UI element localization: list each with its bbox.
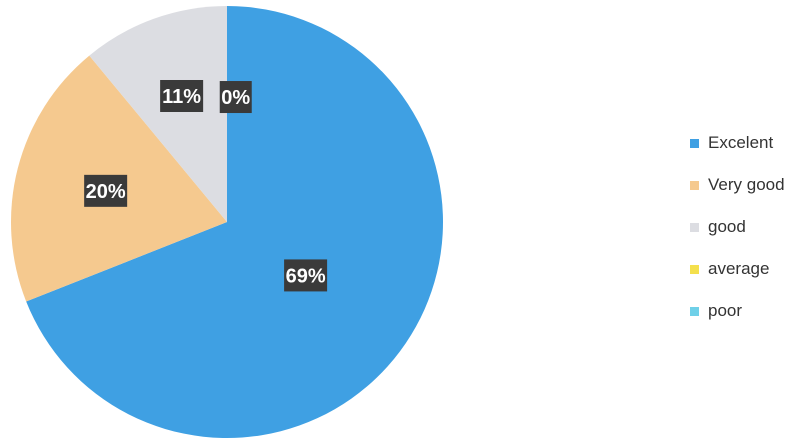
pie-slices (11, 6, 444, 438)
legend-swatch-very-good (690, 180, 699, 190)
legend-swatch-poor (690, 306, 699, 316)
data-label-excelent: 69% (284, 259, 328, 292)
legend-item-poor: poor (690, 300, 785, 322)
legend-item-excelent: Excelent (690, 132, 785, 154)
pie-slice-good (89, 6, 227, 222)
legend-item-average: average (690, 258, 785, 280)
data-label-box-very-good (84, 174, 128, 207)
pie-slice-excelent (26, 6, 444, 438)
data-label-box-average (219, 81, 252, 114)
legend-label-good: good (708, 217, 746, 236)
data-label-very-good: 20% (84, 174, 128, 207)
data-label-good: 11% (160, 79, 204, 112)
data-label-text-very-good: 20% (86, 181, 126, 203)
pie-data-labels: 69% 20% 11% 0% (84, 79, 328, 292)
legend: Excelent Very good good average poor (690, 132, 785, 342)
legend-label-average: average (708, 259, 770, 278)
data-label-text-good: 11% (162, 86, 201, 108)
data-label-average: 0% (219, 81, 252, 114)
legend-swatch-excelent (690, 138, 699, 148)
legend-label-excelent: Excelent (708, 133, 774, 152)
legend-label-very-good: Very good (708, 175, 785, 194)
data-label-box-excelent (284, 259, 328, 292)
data-label-text-average: 0% (221, 87, 250, 109)
data-label-text-excelent: 69% (286, 265, 326, 287)
legend-swatch-average (690, 264, 699, 274)
legend-item-good: good (690, 216, 785, 238)
legend-swatch-good (690, 222, 699, 232)
legend-label-poor: poor (708, 301, 743, 320)
legend-item-very-good: Very good (690, 174, 785, 196)
data-label-box-good (160, 79, 204, 112)
